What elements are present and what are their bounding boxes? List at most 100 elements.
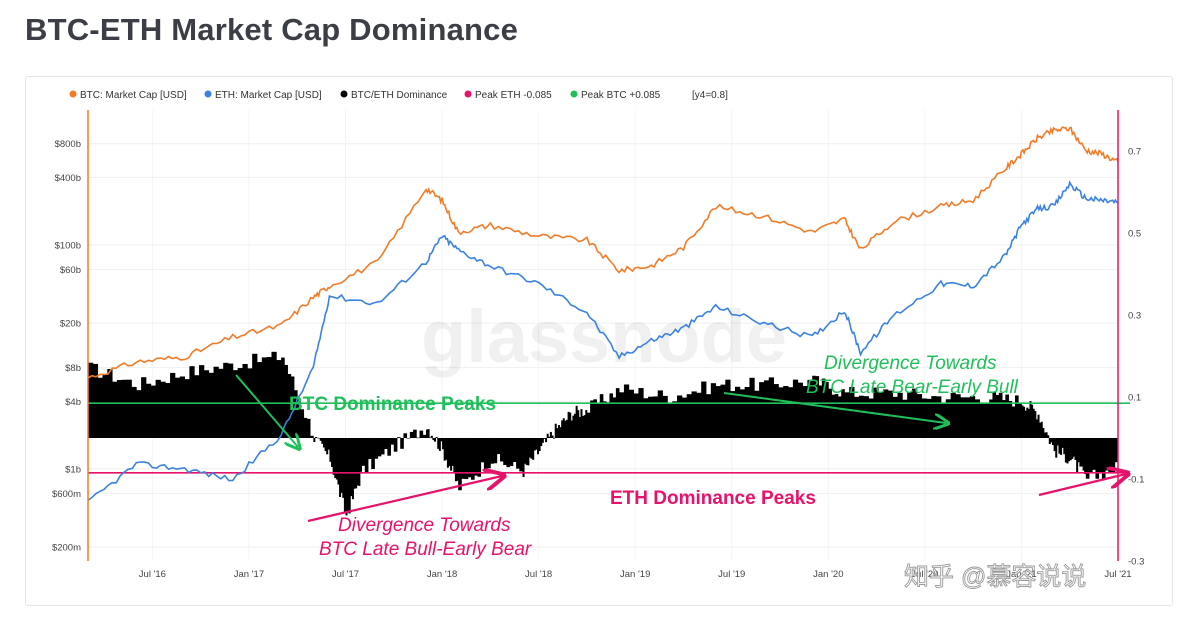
dominance-bar bbox=[1021, 405, 1024, 438]
legend-marker-peak-eth bbox=[464, 90, 472, 98]
btc-divergence-arrow-1 bbox=[235, 374, 298, 447]
dominance-bar bbox=[393, 438, 398, 452]
dominance-bar bbox=[450, 438, 453, 471]
annotation-btc-peaks: BTC Dominance Peaks bbox=[289, 394, 496, 415]
dominance-bar bbox=[1105, 438, 1109, 471]
right-tick-label: 0.7 bbox=[1128, 147, 1141, 158]
dominance-bar bbox=[319, 438, 322, 441]
dominance-bar bbox=[310, 435, 314, 438]
dominance-bar bbox=[828, 388, 832, 438]
dominance-bar bbox=[556, 428, 559, 438]
legend-item-eth[interactable]: ETH: Market Cap [USD] bbox=[204, 90, 322, 101]
dominance-bar bbox=[557, 425, 560, 438]
dominance-bar bbox=[940, 403, 947, 438]
dominance-bar bbox=[1066, 438, 1069, 464]
dominance-bar bbox=[945, 399, 952, 438]
dominance-bar bbox=[438, 438, 441, 451]
dominance-bar bbox=[242, 363, 248, 438]
dominance-bar bbox=[710, 383, 717, 438]
legend-item-peak-eth[interactable]: Peak ETH -0.085 bbox=[464, 90, 553, 101]
series-line-btc-market-cap-usd bbox=[87, 126, 1119, 379]
dominance-bar bbox=[1084, 438, 1087, 475]
dominance-bar bbox=[377, 438, 382, 457]
dominance-bar bbox=[160, 381, 166, 438]
dominance-bar bbox=[580, 409, 583, 438]
dominance-bar bbox=[1002, 400, 1006, 438]
dominance-bar bbox=[371, 438, 375, 470]
dominance-bar bbox=[332, 438, 335, 475]
dominance-bar bbox=[434, 438, 437, 442]
dominance-bar bbox=[858, 395, 865, 438]
dominance-bar bbox=[788, 387, 794, 438]
dominance-bar bbox=[1048, 438, 1051, 445]
dominance-bar bbox=[575, 405, 578, 438]
dominance-bar bbox=[427, 429, 430, 438]
dominance-bar bbox=[306, 418, 311, 438]
dominance-bar bbox=[681, 397, 688, 438]
dominance-bar bbox=[500, 438, 504, 462]
dominance-bar bbox=[567, 411, 570, 438]
dominance-bar bbox=[926, 398, 932, 438]
dominance-bar bbox=[316, 437, 319, 439]
dominance-bar bbox=[358, 438, 361, 486]
dominance-bar bbox=[1101, 438, 1106, 480]
dominance-bar bbox=[532, 438, 535, 460]
dominance-bar bbox=[519, 438, 523, 472]
dominance-bar bbox=[672, 401, 678, 438]
dominance-bar bbox=[261, 357, 268, 438]
dominance-bar bbox=[1069, 438, 1072, 461]
annotation-div-bull-line1: Divergence Towards bbox=[338, 515, 511, 536]
dominance-bar bbox=[590, 400, 594, 438]
dominance-bar bbox=[203, 370, 210, 438]
dominance-bar bbox=[356, 438, 359, 486]
reference-lines-layer bbox=[88, 402, 1130, 474]
dominance-bar bbox=[854, 396, 860, 438]
dominance-bar bbox=[1063, 438, 1066, 455]
dominance-bar bbox=[730, 391, 736, 438]
dominance-bar bbox=[603, 401, 607, 438]
dominance-bar bbox=[403, 433, 408, 438]
dominance-bar bbox=[546, 433, 549, 438]
dominance-bar bbox=[437, 438, 440, 449]
dominance-bar bbox=[516, 438, 520, 469]
dominance-bar bbox=[461, 438, 465, 479]
dominance-bar bbox=[1111, 438, 1116, 473]
left-tick-label: $100b bbox=[55, 240, 81, 251]
dominance-bar bbox=[334, 438, 337, 478]
dominance-bar bbox=[329, 438, 332, 462]
legend-marker-eth bbox=[204, 90, 212, 98]
dominance-bar bbox=[1114, 438, 1119, 463]
legend-item-btc[interactable]: BTC: Market Cap [USD] bbox=[69, 90, 187, 101]
dominance-bar bbox=[446, 438, 449, 468]
dominance-bar bbox=[696, 392, 702, 438]
dominance-bar bbox=[612, 397, 617, 438]
dominance-bar bbox=[471, 438, 475, 480]
right-tick-label: 0.1 bbox=[1128, 393, 1141, 404]
dominance-bar bbox=[419, 430, 424, 438]
dominance-bar bbox=[92, 363, 99, 438]
dominance-bar bbox=[208, 372, 214, 438]
dominance-bar bbox=[744, 386, 750, 438]
dominance-bar bbox=[912, 388, 918, 438]
dominance-bar bbox=[825, 381, 829, 438]
dominance-bar bbox=[300, 409, 305, 438]
btc-divergence-arrow-2 bbox=[723, 392, 946, 423]
dominance-bar bbox=[538, 438, 541, 452]
dominance-bar bbox=[955, 394, 961, 438]
dominance-bar bbox=[1018, 403, 1022, 438]
dominance-bar bbox=[749, 377, 755, 438]
legend-item-dominance[interactable]: BTC/ETH Dominance bbox=[340, 90, 448, 101]
dominance-bar bbox=[303, 417, 308, 438]
dominance-bar bbox=[1095, 438, 1100, 479]
legend-item-peak-btc[interactable]: Peak BTC +0.085 bbox=[570, 90, 661, 101]
dominance-bar bbox=[628, 389, 634, 438]
dominance-bar bbox=[1039, 422, 1042, 438]
dominance-bar bbox=[314, 436, 317, 438]
dominance-bar bbox=[599, 394, 604, 438]
dominance-bar bbox=[390, 438, 395, 445]
dominance-bar bbox=[868, 398, 874, 438]
dominance-bar bbox=[1008, 401, 1013, 438]
dominance-bar bbox=[551, 435, 554, 438]
legend-label-y4: [y4=0.8] bbox=[692, 90, 728, 101]
dominance-bar bbox=[345, 438, 348, 516]
